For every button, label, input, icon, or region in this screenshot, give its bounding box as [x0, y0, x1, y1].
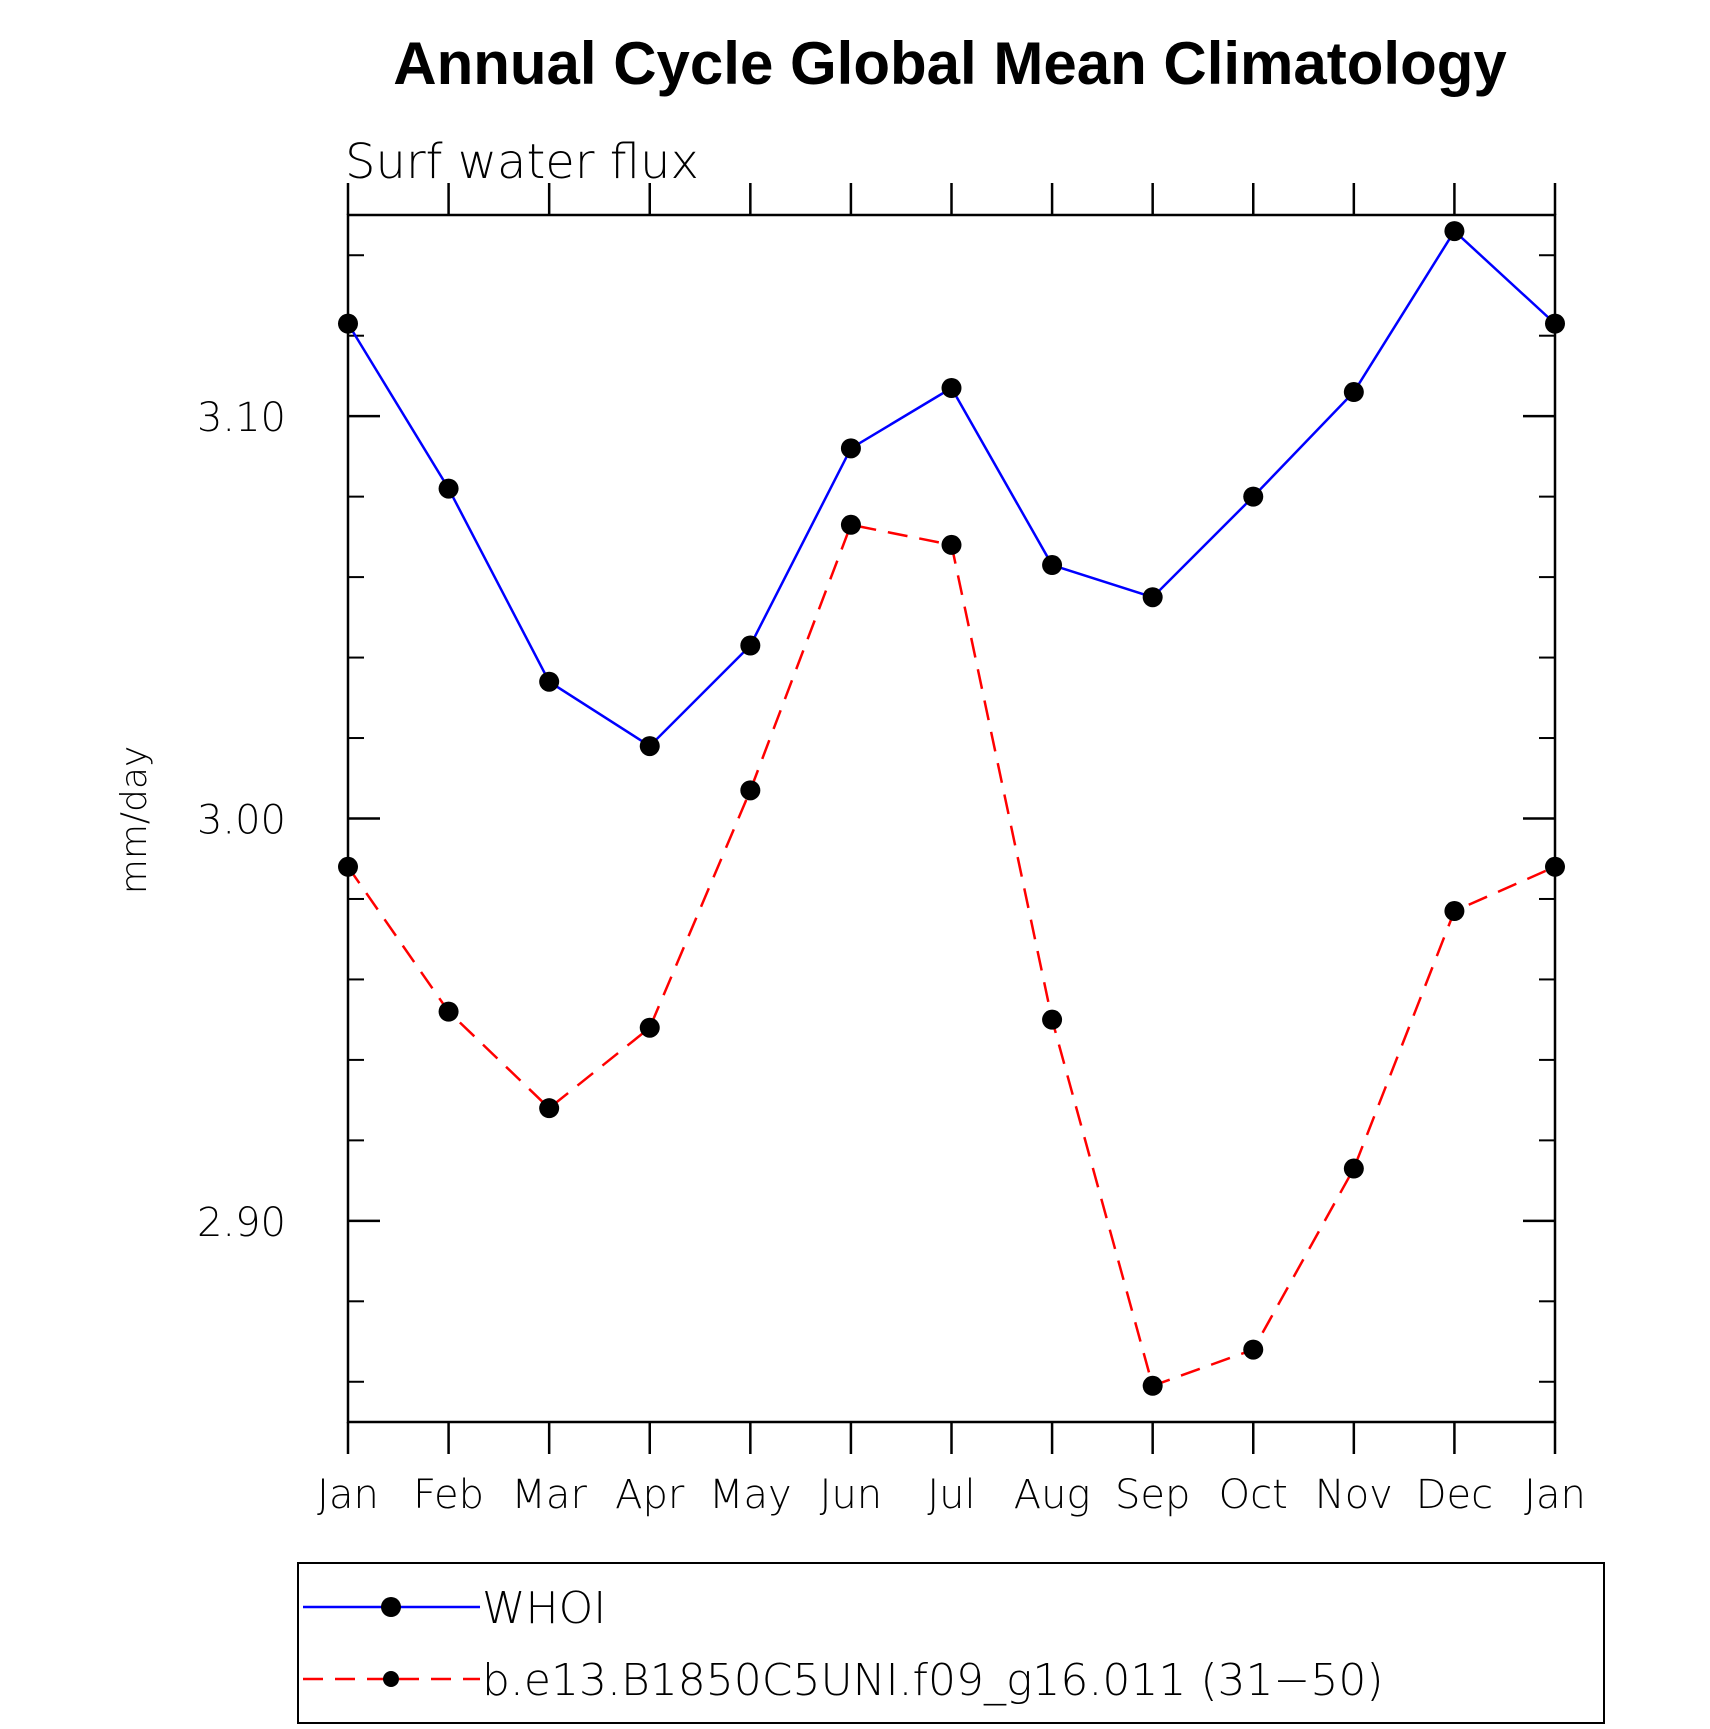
series-whoi-line [346, 229, 1556, 748]
series-model-point [338, 856, 358, 877]
series-model-line [346, 523, 1556, 1388]
series-model-point [1243, 1339, 1264, 1360]
series-whoi-point [1142, 587, 1163, 608]
y-tick-label: 2.90 [197, 1200, 286, 1246]
series-layer [338, 221, 1565, 1396]
series-model-point [1545, 856, 1565, 877]
series-model-point [740, 780, 761, 801]
series-whoi-point [740, 635, 761, 656]
series-whoi-point [539, 671, 560, 692]
y-axis-label: mm/day [114, 746, 155, 894]
series-whoi-point [639, 736, 660, 757]
legend-box [297, 1562, 1605, 1724]
chart-subtitle: Surf water flux [345, 134, 699, 190]
legend-model-marker [383, 1671, 399, 1687]
series-model-point [539, 1098, 560, 1119]
legend-whoi-marker [381, 1597, 401, 1617]
x-tick-label: May [709, 1472, 792, 1518]
legend-model-label: b.e13.B1850C5UNI.f09_g16.011 (31−50) [482, 1655, 1384, 1706]
series-model-point [941, 534, 962, 555]
series-whoi-point [1042, 555, 1063, 576]
series-model-point [1444, 901, 1465, 922]
y-tick-label: 3.00 [197, 798, 286, 844]
series-model-point [639, 1017, 660, 1038]
series-whoi-point [438, 478, 459, 499]
x-tick-label: Aug [1014, 1472, 1091, 1518]
series-model-point [1142, 1375, 1163, 1396]
y-axis-ticks: 2.90 3.00 3.10 [197, 254, 1555, 1383]
x-tick-label: Jul [927, 1472, 975, 1518]
y-tick-label: 3.10 [197, 395, 286, 441]
x-tick-label: Feb [413, 1472, 484, 1518]
x-tick-label: Nov [1315, 1472, 1393, 1518]
x-tick-label: Mar [511, 1472, 587, 1518]
series-model-point [1343, 1158, 1364, 1179]
series-whoi-point [1444, 221, 1465, 242]
series-whoi-point [1545, 313, 1565, 334]
legend: WHOI b.e13.B1850C5UNI.f09_g16.011 (31−50) [297, 1562, 1605, 1724]
x-tick-label: Oct [1219, 1472, 1288, 1518]
x-tick-label: Sep [1115, 1472, 1190, 1518]
x-tick-label: Jan [1524, 1472, 1586, 1518]
series-whoi-point [941, 378, 962, 399]
x-axis-ticks: Jan Feb Mar Apr May Jun Jul Aug Sep Oct Nov Dec Jan [317, 183, 1586, 1518]
series-whoi-point [338, 313, 358, 334]
x-tick-label: Apr [615, 1472, 685, 1518]
series-model-point [840, 514, 861, 535]
chart-title: Annual Cycle Global Mean Climatology [393, 30, 1507, 97]
x-tick-label: Jan [317, 1472, 379, 1518]
series-model-point [438, 1001, 459, 1022]
x-tick-label: Jun [820, 1472, 883, 1518]
legend-entries: WHOI b.e13.B1850C5UNI.f09_g16.011 (31−50) [303, 1583, 1384, 1706]
x-tick-label: Dec [1416, 1472, 1493, 1518]
series-whoi-point [1343, 382, 1364, 403]
series-whoi-point [1243, 486, 1264, 507]
series-whoi-point [840, 438, 861, 459]
legend-whoi-label: WHOI [482, 1583, 606, 1634]
series-model-point [1042, 1009, 1063, 1030]
